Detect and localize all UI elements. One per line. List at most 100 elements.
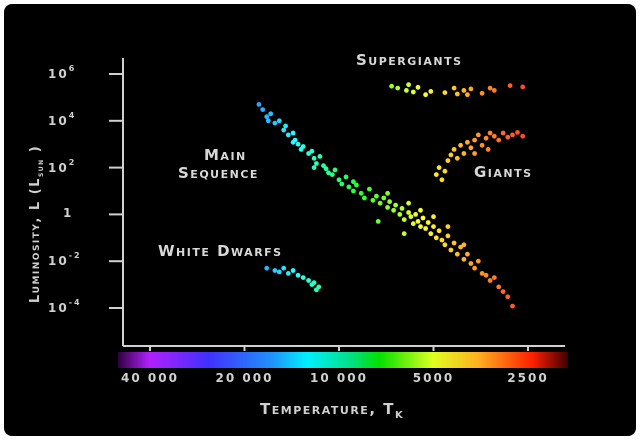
- star-point-main-sequence: [431, 224, 436, 230]
- star-point-supergiants: [428, 89, 434, 94]
- star-point-main-sequence: [391, 207, 396, 213]
- star-point-white-dwarfs: [290, 268, 296, 273]
- star-point-main-sequence: [510, 303, 515, 309]
- star-point-main-sequence: [276, 118, 282, 124]
- star-point-supergiants: [451, 85, 457, 91]
- x-tick-label: 40 000: [121, 371, 179, 385]
- star-point-main-sequence: [415, 219, 421, 224]
- star-point-white-dwarfs: [306, 278, 311, 283]
- star-point-supergiants: [520, 84, 526, 90]
- star-point-main-sequence: [385, 205, 390, 210]
- star-point-supergiants: [461, 88, 467, 93]
- label-white-dwarfs: White Dwarfs: [158, 242, 283, 260]
- star-point-giants: [479, 142, 485, 148]
- star-point-white-dwarfs: [285, 271, 291, 276]
- star-point-main-sequence: [260, 107, 266, 112]
- star-point-giants: [468, 145, 474, 151]
- star-point-main-sequence: [423, 226, 428, 231]
- star-point-main-sequence: [483, 272, 489, 278]
- chart-frame: 106 104 102 1 10-2 10-4 40 000 20 000 10 000 5000…: [4, 4, 636, 436]
- star-point-giants: [500, 130, 506, 136]
- star-point-main-sequence: [309, 148, 315, 154]
- star-point-supergiants: [404, 88, 409, 93]
- star-point-main-sequence: [329, 172, 335, 178]
- star-point-supergiants: [406, 82, 411, 88]
- star-point-main-sequence: [354, 182, 359, 188]
- star-point-main-sequence: [367, 186, 372, 192]
- star-point-main-sequence: [311, 155, 317, 161]
- y-tick-label: 104: [48, 110, 77, 128]
- star-point-white-dwarfs: [311, 280, 317, 286]
- star-point-main-sequence: [439, 237, 445, 243]
- star-point-giants: [436, 165, 442, 171]
- star-point-main-sequence: [385, 190, 390, 196]
- hr-diagram-plot: [109, 58, 568, 368]
- star-point-white-dwarfs: [316, 284, 322, 290]
- star-point-giants: [433, 172, 439, 178]
- x-tick-label: 2500: [507, 371, 549, 385]
- star-point-main-sequence: [374, 193, 379, 199]
- star-point-giants: [505, 134, 511, 140]
- star-point-giants: [445, 158, 451, 164]
- star-point-main-sequence: [290, 130, 296, 136]
- star-point-supergiants: [479, 90, 485, 96]
- star-point-main-sequence: [268, 111, 274, 117]
- star-point-white-dwarfs: [276, 269, 282, 275]
- star-point-main-sequence: [468, 261, 474, 266]
- star-point-white-dwarfs: [281, 265, 287, 271]
- star-point-main-sequence: [408, 214, 414, 220]
- star-point-giants: [491, 133, 497, 139]
- x-axis-label: Temperature, TK: [260, 400, 405, 421]
- star-point-main-sequence: [311, 165, 317, 171]
- star-point-supergiants: [468, 86, 474, 92]
- star-point-main-sequence: [479, 271, 485, 276]
- star-point-white-dwarfs: [264, 265, 270, 271]
- star-point-giants: [451, 147, 457, 152]
- x-tick-label: 5000: [412, 371, 455, 385]
- star-point-supergiants: [389, 83, 394, 89]
- y-tick-label: 10-4: [48, 298, 82, 315]
- star-point-giants: [461, 151, 467, 156]
- label-sequence: Sequence: [178, 164, 259, 182]
- temperature-color-bar: [118, 352, 568, 368]
- y-tick-label: 1: [63, 206, 74, 221]
- star-point-main-sequence: [295, 141, 301, 147]
- star-point-main-sequence: [465, 251, 470, 257]
- star-point-main-sequence: [445, 224, 451, 230]
- star-point-main-sequence: [406, 210, 411, 215]
- star-point-supergiants: [465, 92, 470, 98]
- y-tick-label: 102: [48, 157, 77, 175]
- star-point-main-sequence: [399, 206, 405, 211]
- star-point-main-sequence: [428, 231, 434, 237]
- star-point-main-sequence: [370, 197, 376, 203]
- star-point-supergiants: [423, 92, 428, 98]
- star-point-main-sequence: [505, 294, 511, 300]
- star-point-main-sequence: [425, 220, 431, 225]
- star-point-main-sequence: [346, 184, 352, 190]
- star-point-main-sequence: [283, 123, 288, 129]
- star-point-main-sequence: [314, 161, 319, 166]
- star-point-main-sequence: [300, 144, 306, 149]
- star-point-main-sequence: [500, 289, 506, 294]
- star-point-giants: [442, 168, 448, 174]
- star-point-giants: [465, 139, 470, 145]
- star-point-main-sequence: [265, 118, 271, 124]
- star-point-main-sequence: [397, 212, 403, 217]
- star-point-supergiants: [410, 89, 416, 95]
- star-point-giants: [475, 132, 481, 138]
- star-point-giants: [448, 152, 454, 158]
- star-point-giants: [485, 147, 491, 152]
- star-point-giants: [454, 155, 460, 161]
- star-point-main-sequence: [406, 200, 411, 206]
- star-point-main-sequence: [317, 154, 323, 159]
- star-point-supergiants: [415, 84, 421, 90]
- star-point-giants: [515, 130, 520, 135]
- star-point-main-sequence: [472, 265, 477, 271]
- star-point-supergiants: [491, 88, 497, 93]
- star-point-white-dwarfs: [300, 275, 306, 280]
- star-point-main-sequence: [496, 284, 502, 290]
- star-point-main-sequence: [351, 188, 356, 194]
- star-point-main-sequence: [326, 170, 331, 176]
- star-point-main-sequence: [442, 242, 448, 248]
- star-point-main-sequence: [491, 275, 497, 280]
